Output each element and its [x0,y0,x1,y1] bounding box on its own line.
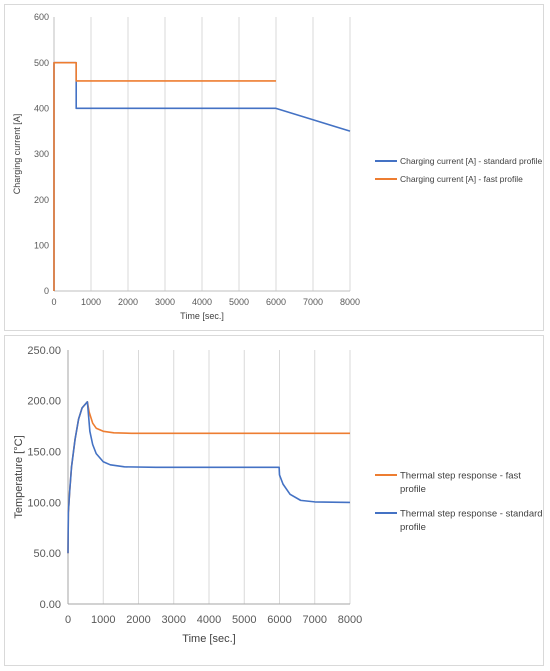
legend-label: Charging current [A] - standard profile [400,156,542,166]
x-tick-label: 3000 [162,614,186,626]
x-axis-title: Time [sec.] [180,311,224,321]
x-tick-label: 5000 [232,614,256,626]
y-tick-label: 600 [34,12,49,22]
x-tick-label: 2000 [118,297,138,307]
x-tick-label: 4000 [192,297,212,307]
x-tick-label: 8000 [338,614,362,626]
legend-label: Thermal step response - standard profile [400,508,543,533]
y-tick-label: 200 [34,195,49,205]
y-tick-label: 500 [34,58,49,68]
y-tick-label: 100 [34,240,49,250]
y-axis-title: Temperature [°C] [13,435,25,518]
x-tick-label: 2000 [126,614,150,626]
x-tick-label: 7000 [303,297,323,307]
y-tick-label: 400 [34,103,49,113]
x-tick-label: 0 [51,297,56,307]
series-line [53,61,276,291]
legend-label: Thermal step response - fast profile [400,470,521,495]
x-tick-label: 1000 [81,297,101,307]
y-tick-label: 0.00 [40,599,61,611]
x-tick-label: 7000 [303,614,327,626]
x-tick-label: 3000 [155,297,175,307]
y-tick-label: 50.00 [33,548,61,560]
x-tick-label: 1000 [91,614,115,626]
charging-current-chart: 0 1000 2000 3000 4000 5000 6000 7000 8000 0 100 200… [12,12,542,321]
x-tick-label: 6000 [266,297,286,307]
x-tick-label: 6000 [267,614,291,626]
series-line [67,401,351,554]
x-tick-label: 4000 [197,614,221,626]
y-tick-label: 250.00 [27,345,61,357]
x-tick-label: 5000 [229,297,249,307]
y-tick-label: 200.00 [27,396,61,408]
x-tick-label: 0 [65,614,71,626]
legend-label: Charging current [A] - fast profile [400,174,523,184]
temperature-chart: 0 1000 2000 3000 4000 5000 6000 7000 8000 0.00 50.… [13,345,543,645]
x-axis-title: Time [sec.] [182,633,235,645]
y-tick-label: 150.00 [27,446,61,458]
y-axis-title: Charging current [A] [12,114,22,195]
y-tick-label: 300 [34,149,49,159]
temperature-chart-panel: 0 1000 2000 3000 4000 5000 6000 7000 8000 0.00 50.… [4,335,544,666]
y-tick-label: 100.00 [27,497,61,509]
x-tick-label: 8000 [340,297,360,307]
y-tick-label: 0 [44,286,49,296]
charging-current-chart-panel: 0 1000 2000 3000 4000 5000 6000 7000 8000 0 100 200… [4,4,544,331]
